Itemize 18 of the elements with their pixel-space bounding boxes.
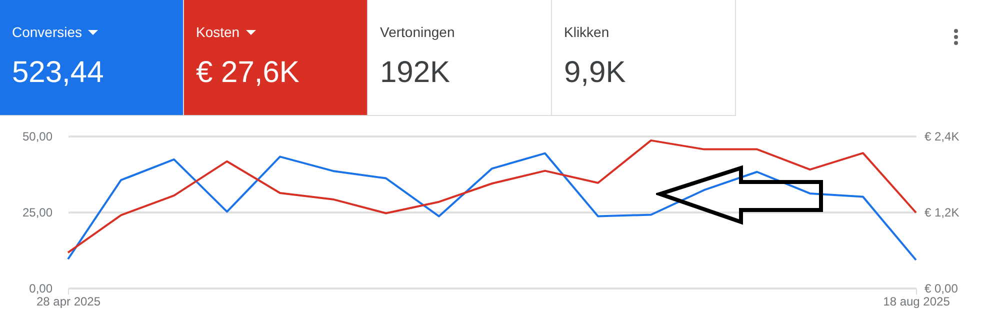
y-tick-label: 0,00 [29, 282, 53, 296]
y-tick-label: 25,00 [22, 206, 53, 220]
category-label: Vertoningen [380, 24, 455, 40]
category-label: Kosten [196, 24, 240, 40]
text: 523,44 [12, 56, 104, 89]
category-label: Conversies [12, 24, 82, 40]
y2-tick-label: € 2,4K [924, 130, 960, 144]
category-label: Klikken [564, 24, 610, 40]
text: 9,9K [564, 56, 626, 89]
x-tick-label: 28 apr 2025 [36, 294, 101, 308]
y2-tick-label: € 0,00 [924, 282, 958, 296]
line-series [67, 152, 917, 262]
x-tick-label: 18 aug 2025 [883, 294, 950, 308]
text: € 27,6K [196, 56, 300, 89]
text: 192K [380, 56, 450, 89]
y-tick-label: 50,00 [22, 130, 53, 144]
line-series [67, 139, 917, 254]
y2-tick-label: € 1,2K [924, 206, 960, 220]
